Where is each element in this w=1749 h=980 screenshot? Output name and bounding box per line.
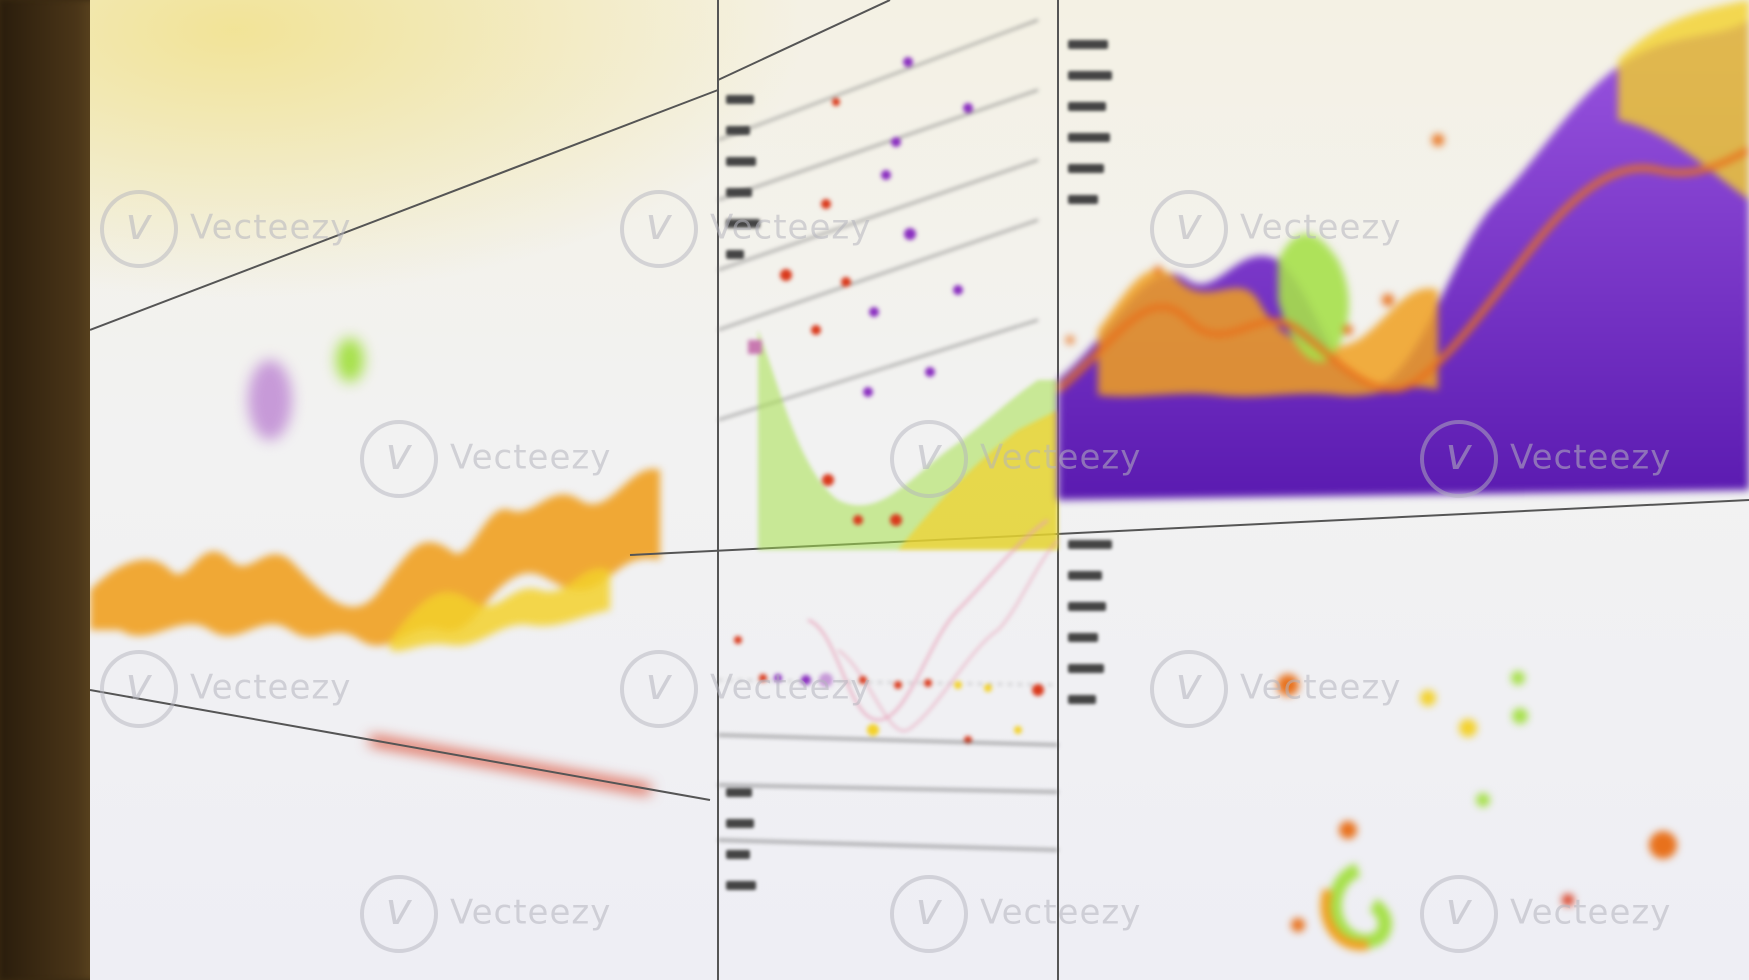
- center-bottom-chart: [718, 520, 1058, 980]
- right-top-labels: [1068, 40, 1118, 226]
- right-area-chart: [1058, 0, 1749, 520]
- center-dot-chart: [718, 0, 1058, 550]
- monitor-screen: [90, 0, 1749, 980]
- grid-line-upper-left: [90, 89, 719, 331]
- grid-line-top-center: [717, 0, 891, 81]
- center-row-labels: [726, 95, 766, 281]
- left-top-blob: [210, 320, 410, 520]
- left-area-chart: [90, 440, 730, 700]
- center-bottom-labels: [726, 788, 766, 912]
- grid-line-lower-left: [90, 689, 711, 801]
- right-bubble-chart: [1058, 520, 1749, 980]
- right-bottom-labels: [1068, 540, 1118, 726]
